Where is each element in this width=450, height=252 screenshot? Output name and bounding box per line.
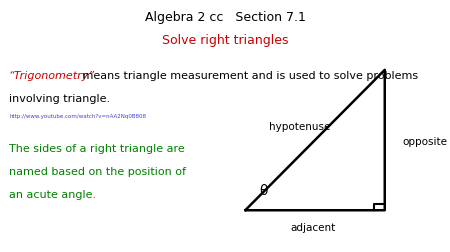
Text: “Trigonometry”: “Trigonometry” (9, 71, 95, 81)
Text: Algebra 2 cc   Section 7.1: Algebra 2 cc Section 7.1 (144, 11, 306, 24)
Text: θ: θ (259, 183, 267, 197)
Text: involving triangle.: involving triangle. (9, 93, 110, 103)
Text: opposite: opposite (403, 136, 448, 146)
Text: an acute angle.: an acute angle. (9, 189, 96, 199)
Text: hypotenuse: hypotenuse (269, 121, 330, 131)
Text: The sides of a right triangle are: The sides of a right triangle are (9, 144, 185, 154)
Text: adjacent: adjacent (290, 222, 335, 232)
Text: Solve right triangles: Solve right triangles (162, 34, 288, 47)
Text: http://www.youtube.com/watch?v=nAA2Nq0B808: http://www.youtube.com/watch?v=nAA2Nq0B8… (9, 113, 146, 118)
Text: means triangle measurement and is used to solve problems: means triangle measurement and is used t… (79, 71, 418, 81)
Text: named based on the position of: named based on the position of (9, 166, 186, 176)
